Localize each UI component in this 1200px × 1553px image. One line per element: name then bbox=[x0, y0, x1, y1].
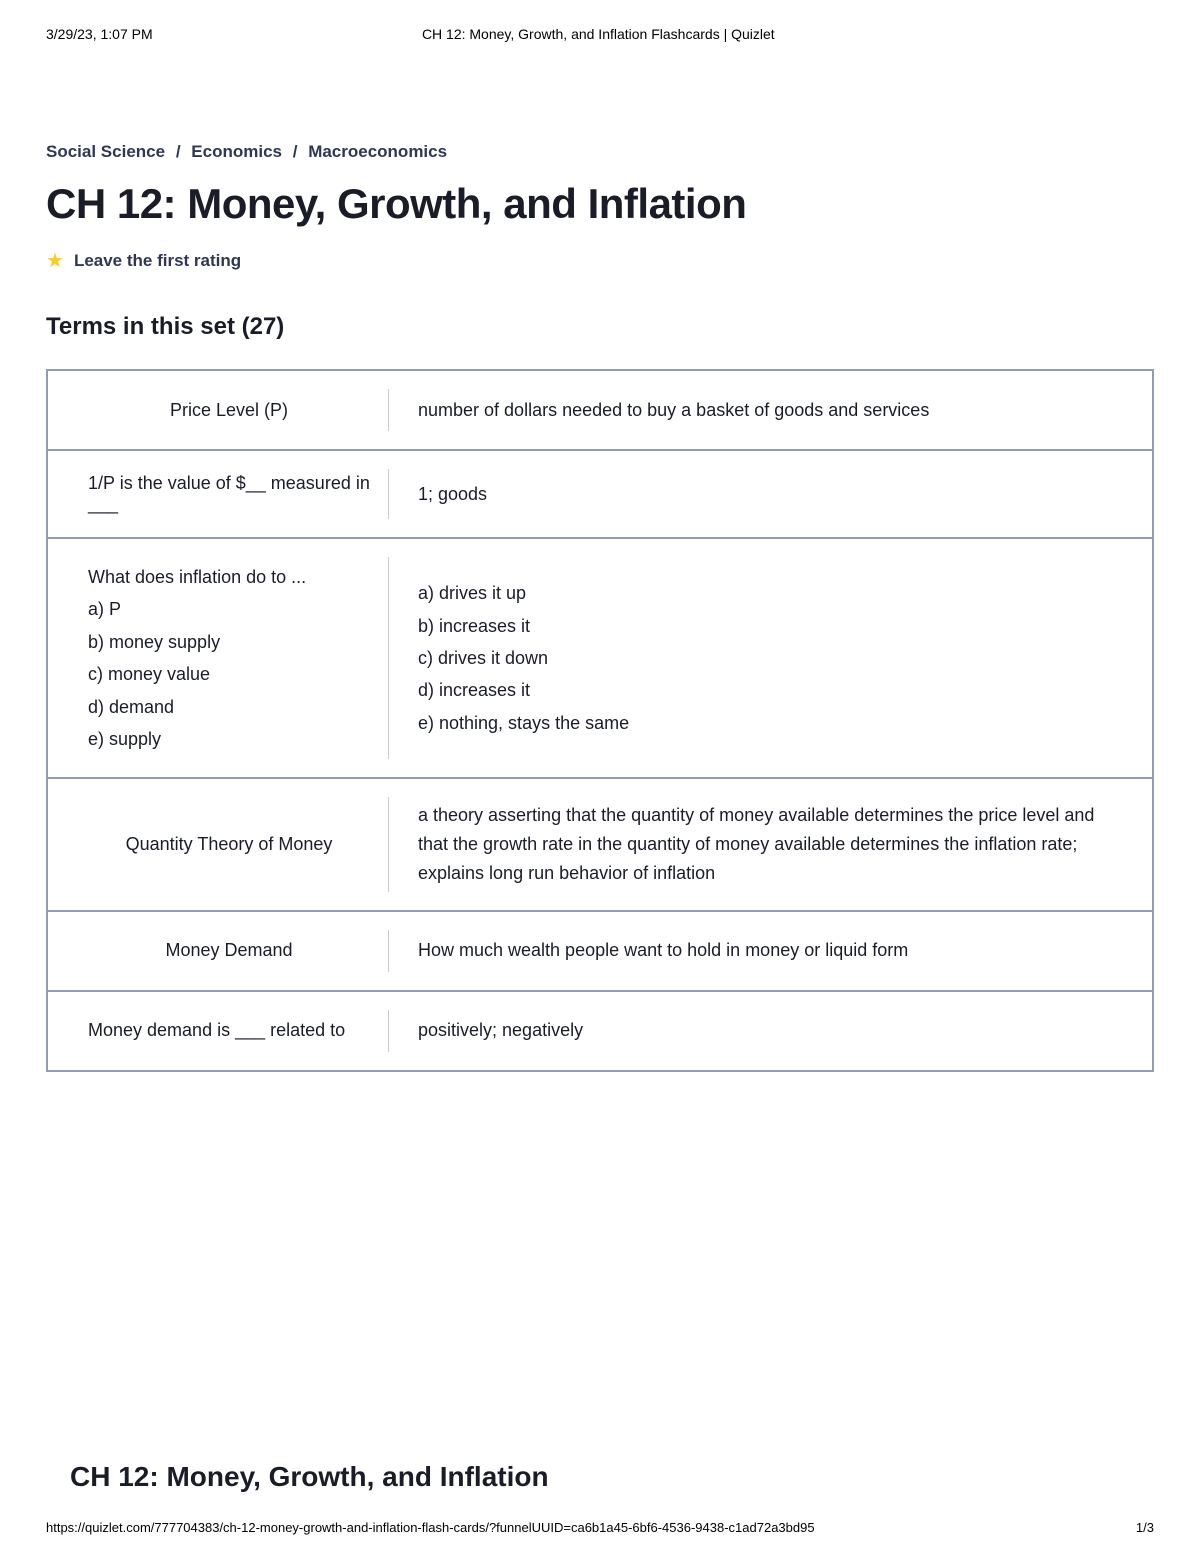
star-icon: ★ bbox=[46, 248, 64, 273]
print-footer: https://quizlet.com/777704383/ch-12-mone… bbox=[46, 1520, 1154, 1535]
breadcrumb-level2[interactable]: Economics bbox=[191, 142, 282, 161]
term-cell: What does inflation do to ...a) Pb) mone… bbox=[48, 539, 388, 777]
print-url: https://quizlet.com/777704383/ch-12-mone… bbox=[46, 1520, 815, 1535]
page-content: Social Science / Economics / Macroeconom… bbox=[0, 142, 1200, 1072]
terms-heading: Terms in this set (27) bbox=[46, 313, 1154, 341]
table-row[interactable]: What does inflation do to ...a) Pb) mone… bbox=[48, 539, 1152, 779]
definition-cell: a) drives it upb) increases itc) drives … bbox=[388, 539, 1152, 777]
print-timestamp: 3/29/23, 1:07 PM bbox=[46, 26, 153, 42]
print-doc-title: CH 12: Money, Growth, and Inflation Flas… bbox=[422, 26, 775, 42]
breadcrumb-level3[interactable]: Macroeconomics bbox=[308, 142, 447, 161]
print-spacer bbox=[1044, 26, 1154, 42]
breadcrumb-level1[interactable]: Social Science bbox=[46, 142, 165, 161]
definition-cell: number of dollars needed to buy a basket… bbox=[388, 371, 1152, 449]
term-cell: Money demand is ___ related to bbox=[48, 992, 388, 1070]
print-page-number: 1/3 bbox=[1136, 1520, 1154, 1535]
term-cell: Money Demand bbox=[48, 912, 388, 990]
footer-sticky-title: CH 12: Money, Growth, and Inflation bbox=[70, 1461, 549, 1493]
term-cell: Quantity Theory of Money bbox=[48, 779, 388, 909]
term-cell: Price Level (P) bbox=[48, 371, 388, 449]
terms-table: Price Level (P)number of dollars needed … bbox=[46, 369, 1154, 1072]
definition-cell: positively; negatively bbox=[388, 992, 1152, 1070]
breadcrumb-sep: / bbox=[176, 142, 181, 161]
print-header: 3/29/23, 1:07 PM CH 12: Money, Growth, a… bbox=[0, 0, 1200, 42]
definition-cell: How much wealth people want to hold in m… bbox=[388, 912, 1152, 990]
term-cell: 1/P is the value of $__ measured in ___ bbox=[48, 451, 388, 537]
table-row[interactable]: Quantity Theory of Moneya theory asserti… bbox=[48, 779, 1152, 911]
breadcrumb-sep: / bbox=[293, 142, 298, 161]
rating-label: Leave the first rating bbox=[74, 251, 241, 271]
rating-row[interactable]: ★ Leave the first rating bbox=[46, 248, 1154, 273]
definition-cell: a theory asserting that the quantity of … bbox=[388, 779, 1152, 909]
table-row[interactable]: Money DemandHow much wealth people want … bbox=[48, 912, 1152, 992]
table-row[interactable]: Price Level (P)number of dollars needed … bbox=[48, 371, 1152, 451]
table-row[interactable]: Money demand is ___ related topositively… bbox=[48, 992, 1152, 1072]
page-title: CH 12: Money, Growth, and Inflation bbox=[46, 180, 1154, 228]
breadcrumb: Social Science / Economics / Macroeconom… bbox=[46, 142, 1154, 162]
table-row[interactable]: 1/P is the value of $__ measured in ___1… bbox=[48, 451, 1152, 539]
definition-cell: 1; goods bbox=[388, 451, 1152, 537]
